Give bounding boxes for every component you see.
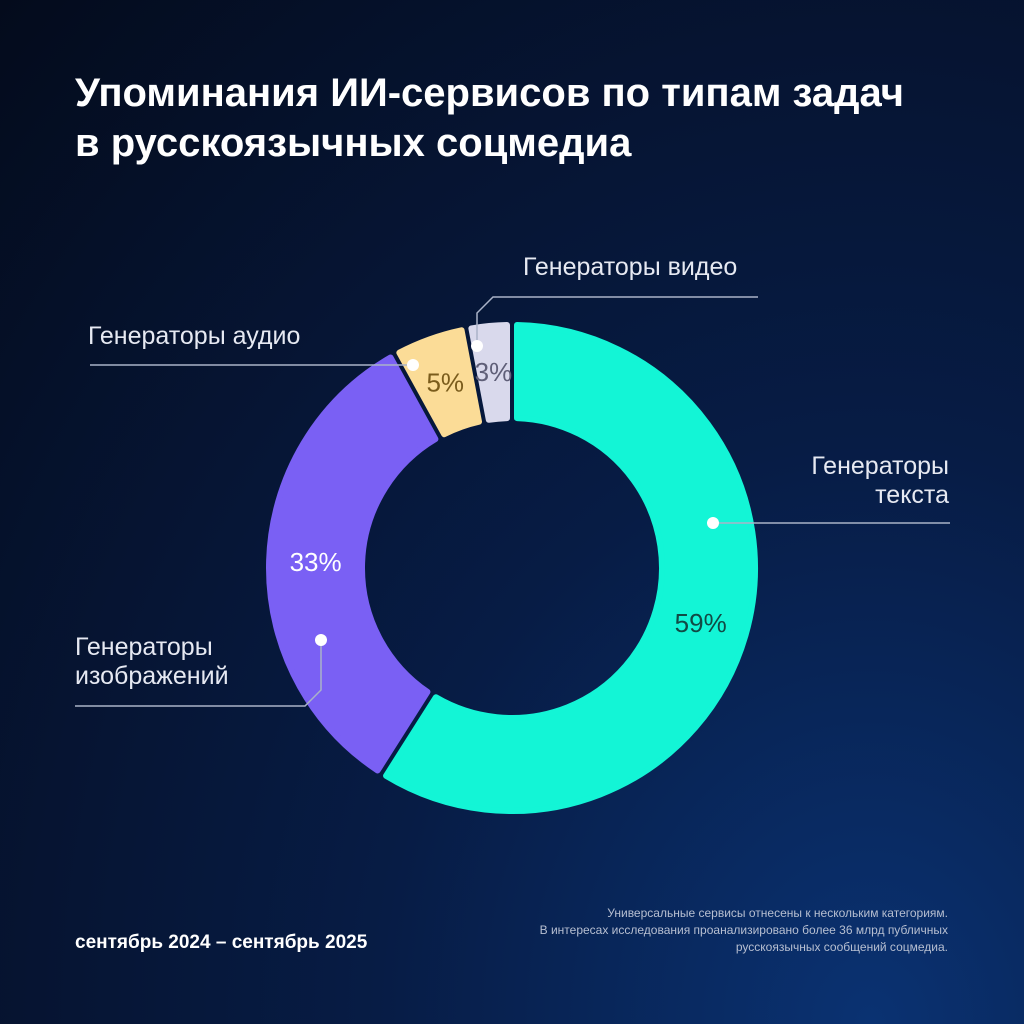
value-label-images: 33% (290, 547, 342, 577)
callout-leaders (75, 296, 950, 707)
leader-line-images (75, 640, 322, 707)
leader-line-video (476, 296, 758, 346)
leader-dot-images (315, 634, 327, 646)
footnote-line-1: Универсальные сервисы отнесены к несколь… (607, 906, 948, 920)
footnote-line-3: русскоязычных сообщений соцмедиа. (735, 940, 948, 954)
chart-title: Упоминания ИИ-сервисов по типам задач в … (75, 68, 975, 168)
chart-title-line-1: Упоминания ИИ-сервисов по типам задач (75, 71, 904, 115)
leader-dot-text (707, 517, 719, 529)
donut-value-labels: 59% 33% 5% 3% (290, 357, 727, 638)
slice-label-text-line-2: текста (875, 481, 949, 509)
donut-slice-audio (396, 327, 482, 438)
slice-label-video-line-1: Генераторы видео (523, 253, 738, 281)
slice-label-text: Генераторы текста (811, 452, 949, 510)
slice-label-images-line-1: Генераторы (75, 633, 213, 661)
slice-label-images: Генераторы изображений (75, 633, 229, 691)
slice-label-audio: Генераторы аудио (88, 322, 300, 351)
period-text: сентябрь 2024 – сентябрь 2025 (75, 932, 368, 953)
value-label-audio: 5% (426, 368, 464, 398)
slice-label-images-line-2: изображений (75, 662, 229, 690)
leader-dot-video (471, 340, 483, 352)
slice-label-audio-line-1: Генераторы аудио (88, 322, 301, 350)
donut-slices (266, 322, 758, 814)
donut-slice-images (266, 354, 439, 774)
donut-slice-text (383, 322, 758, 814)
footnote-line-2: В интересах исследования проанализирован… (539, 923, 948, 937)
leader-dot-audio (407, 359, 419, 371)
chart-title-line-2: в русскоязычных соцмедиа (75, 121, 632, 165)
value-label-text: 59% (675, 608, 727, 638)
footnote: Универсальные сервисы отнесены к несколь… (428, 905, 948, 956)
slice-label-text-line-1: Генераторы (811, 452, 949, 480)
slice-label-video: Генераторы видео (523, 253, 737, 282)
value-label-video: 3% (475, 357, 513, 387)
